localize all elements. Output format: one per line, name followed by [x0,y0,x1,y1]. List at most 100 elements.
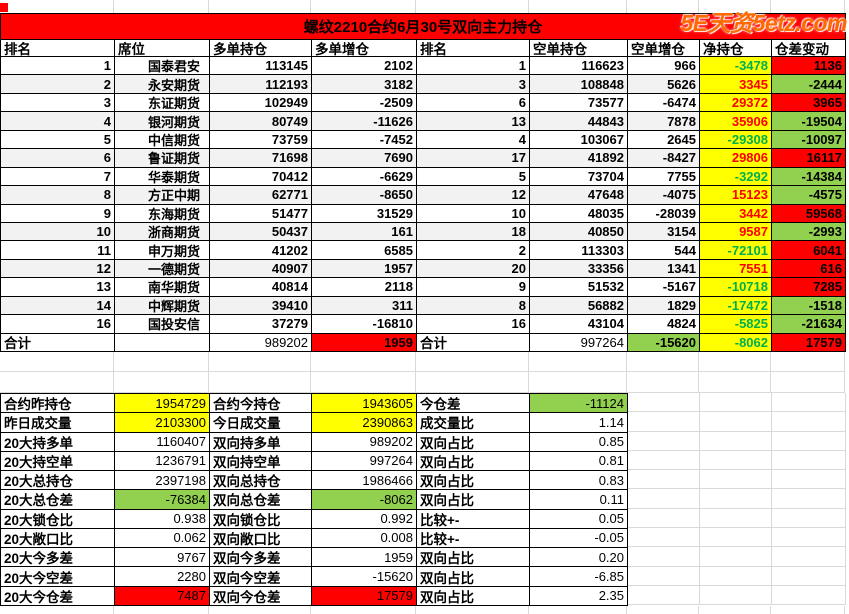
summary-label-cell[interactable]: 比较+- [417,509,530,529]
rank-short-cell[interactable]: 2 [417,241,530,260]
long-position-cell[interactable]: 37279 [210,315,312,334]
seat-cell[interactable]: 申万期货 [115,241,210,260]
short-increase-cell[interactable]: 3154 [628,222,700,242]
summary-value-cell[interactable]: -15620 [312,567,417,587]
long-increase-cell[interactable]: 7690 [312,149,417,168]
long-increase-cell[interactable]: -8650 [312,186,417,205]
short-increase-cell[interactable]: -4075 [628,186,700,205]
rank-short-cell[interactable]: 1 [417,57,530,76]
long-position-cell[interactable]: 113145 [210,57,312,76]
short-increase-cell[interactable]: 7878 [628,112,700,131]
rank-short-cell[interactable]: 3 [417,75,530,94]
position-diff-cell[interactable]: -4575 [772,186,846,205]
net-position-cell[interactable]: -72101 [700,241,772,260]
position-diff-cell[interactable]: -1518 [772,296,846,316]
summary-value-cell[interactable]: 0.062 [115,528,210,549]
long-position-cell[interactable]: 102949 [210,93,312,113]
summary-label-cell[interactable]: 双向今多差 [210,548,312,568]
rank-short-cell[interactable]: 9 [417,278,530,297]
short-increase-cell[interactable]: -6474 [628,93,700,113]
short-position-cell[interactable]: 33356 [530,259,628,279]
rank-long-cell[interactable]: 1 [1,57,115,76]
seat-cell[interactable]: 银河期货 [115,112,210,131]
rank-short-cell[interactable]: 10 [417,204,530,223]
short-increase-cell[interactable]: 4824 [628,315,700,334]
summary-label-cell[interactable]: 双向敞口比 [210,528,312,549]
rank-long-cell[interactable]: 14 [1,296,115,316]
net-position-cell[interactable]: 29806 [700,149,772,168]
rank-short-cell[interactable]: 5 [417,167,530,187]
long-position-cell[interactable]: 112193 [210,75,312,94]
summary-label-cell[interactable]: 比较+- [417,528,530,549]
summary-value-cell[interactable]: 1236791 [115,451,210,472]
short-increase-cell[interactable]: 2645 [628,130,700,150]
long-position-cell[interactable]: 41202 [210,241,312,260]
header-short-position[interactable]: 空单持仓 [530,40,628,57]
summary-label-cell[interactable]: 双向总仓差 [210,490,312,510]
long-position-cell[interactable]: 80749 [210,112,312,131]
long-increase-cell[interactable]: 1959 [312,333,417,352]
summary-value-cell[interactable]: -11124 [530,394,628,414]
long-position-cell[interactable]: 62771 [210,186,312,205]
net-position-cell[interactable]: 9587 [700,222,772,242]
short-increase-cell[interactable]: 1341 [628,259,700,279]
summary-label-cell[interactable]: 双向占比 [417,548,530,568]
position-diff-cell[interactable]: 7285 [772,278,846,297]
short-position-cell[interactable]: 47648 [530,186,628,205]
header-seat[interactable]: 席位 [115,40,210,57]
position-diff-cell[interactable]: -19504 [772,112,846,131]
long-position-cell[interactable]: 51477 [210,204,312,223]
summary-value-cell[interactable]: 17579 [312,586,417,606]
short-increase-cell[interactable]: -15620 [628,333,700,352]
long-increase-cell[interactable]: -6629 [312,167,417,187]
short-position-cell[interactable]: 73704 [530,167,628,187]
summary-label-cell[interactable]: 昨日成交量 [1,413,115,433]
seat-cell[interactable]: 浙商期货 [115,222,210,242]
long-increase-cell[interactable]: 161 [312,222,417,242]
net-position-cell[interactable]: -5825 [700,315,772,334]
position-diff-cell[interactable]: -21634 [772,315,846,334]
summary-value-cell[interactable]: 0.008 [312,528,417,549]
header-long-position[interactable]: 多单持仓 [210,40,312,57]
summary-value-cell[interactable]: 0.992 [312,509,417,529]
rank-long-cell[interactable]: 11 [1,241,115,260]
short-position-cell[interactable]: 44843 [530,112,628,131]
summary-label-cell[interactable]: 20大今仓差 [1,586,115,606]
long-position-cell[interactable]: 73759 [210,130,312,150]
net-position-cell[interactable]: -8062 [700,333,772,352]
rank-short-cell[interactable]: 合计 [417,333,530,352]
seat-cell[interactable]: 鲁证期货 [115,149,210,168]
summary-value-cell[interactable]: 0.81 [530,451,628,472]
net-position-cell[interactable]: 35906 [700,112,772,131]
short-position-cell[interactable]: 103067 [530,130,628,150]
short-increase-cell[interactable]: -28039 [628,204,700,223]
seat-cell[interactable]: 东海期货 [115,204,210,223]
rank-short-cell[interactable]: 13 [417,112,530,131]
title-bar-cell[interactable]: 螺纹2210合约6月30号双向主力持仓 [0,13,846,40]
position-diff-cell[interactable]: 1136 [772,57,846,76]
long-increase-cell[interactable]: -2509 [312,93,417,113]
header-position-diff[interactable]: 仓差变动 [772,40,846,57]
rank-long-cell[interactable]: 16 [1,315,115,334]
short-increase-cell[interactable]: 1829 [628,296,700,316]
summary-label-cell[interactable]: 双向占比 [417,490,530,510]
summary-value-cell[interactable]: 1.14 [530,413,628,433]
seat-cell[interactable]: 南华期货 [115,278,210,297]
summary-value-cell[interactable]: 0.938 [115,509,210,529]
rank-short-cell[interactable]: 8 [417,296,530,316]
seat-cell[interactable]: 华泰期货 [115,167,210,187]
short-position-cell[interactable]: 113303 [530,241,628,260]
summary-label-cell[interactable]: 双向占比 [417,451,530,472]
short-increase-cell[interactable]: -5167 [628,278,700,297]
rank-long-cell[interactable]: 4 [1,112,115,131]
summary-label-cell[interactable]: 双向锁仓比 [210,509,312,529]
seat-cell[interactable]: 方正中期 [115,186,210,205]
seat-cell[interactable]: 中辉期货 [115,296,210,316]
summary-value-cell[interactable]: -76384 [115,490,210,510]
summary-label-cell[interactable]: 今日成交量 [210,413,312,433]
summary-value-cell[interactable]: 0.20 [530,548,628,568]
rank-long-cell[interactable]: 9 [1,204,115,223]
short-position-cell[interactable]: 997264 [530,333,628,352]
seat-cell[interactable]: 一德期货 [115,259,210,279]
rank-long-cell[interactable]: 5 [1,130,115,150]
